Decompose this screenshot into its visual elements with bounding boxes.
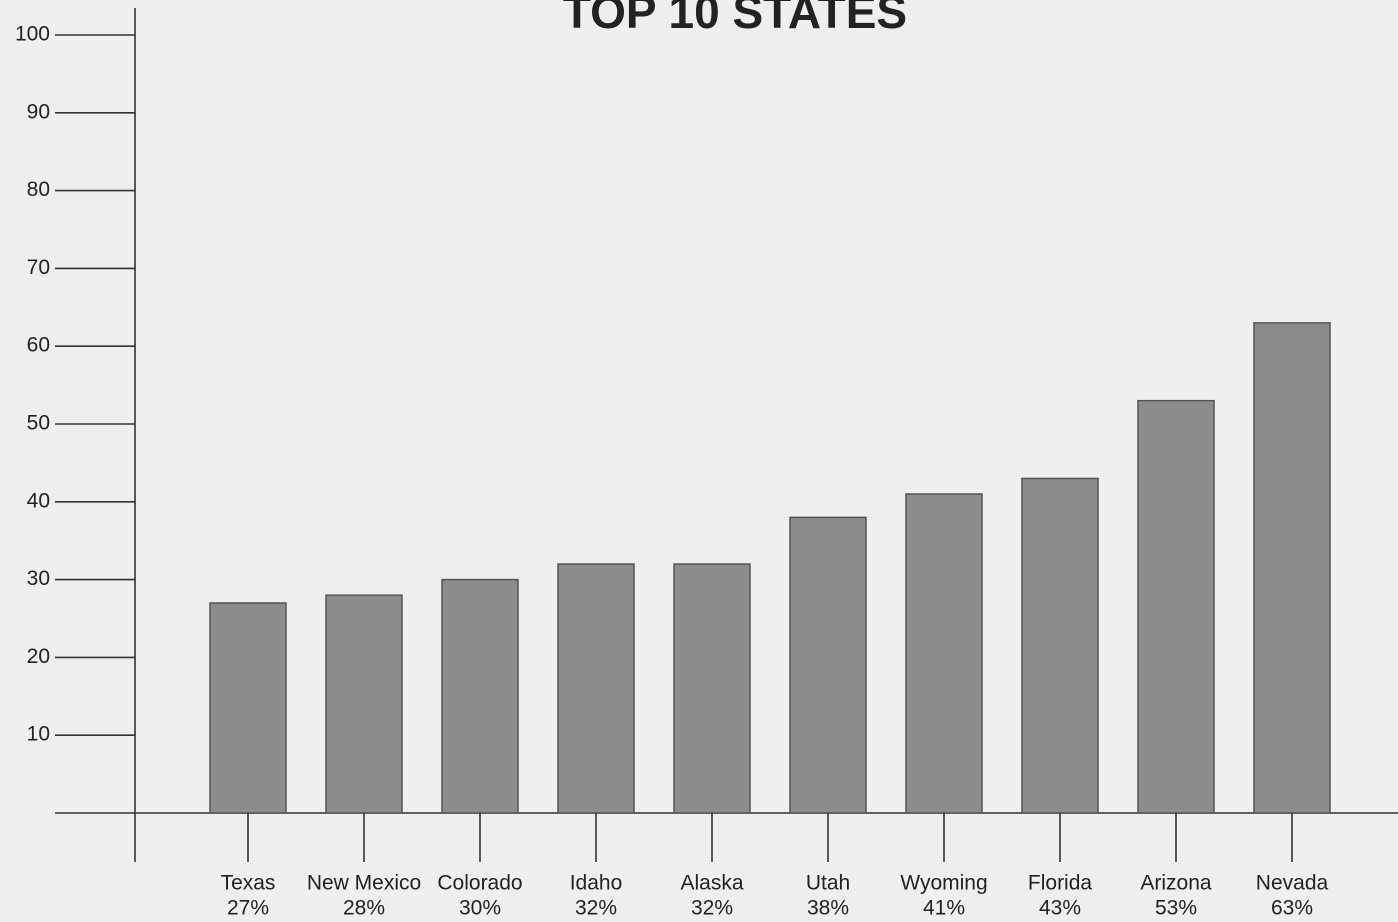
y-tick-label: 90 [27, 100, 50, 123]
value-label: 43% [1039, 897, 1081, 920]
x-tick-label: Wyoming [900, 872, 987, 895]
x-tick-label: Nevada [1256, 872, 1329, 895]
x-tick-label: Colorado [437, 872, 522, 895]
bar [1253, 322, 1331, 814]
bar [789, 516, 867, 814]
y-tick-label: 20 [27, 645, 50, 668]
value-label: 63% [1271, 897, 1313, 920]
y-tick-label: 40 [27, 489, 50, 512]
value-label: 32% [575, 897, 617, 920]
bar [1137, 399, 1215, 814]
value-label: 27% [227, 897, 269, 920]
y-tick-label: 100 [15, 23, 50, 46]
value-label: 30% [459, 897, 501, 920]
value-label: 53% [1155, 897, 1197, 920]
value-label: 38% [807, 897, 849, 920]
y-tick-label: 70 [27, 256, 50, 279]
x-tick-label: Arizona [1140, 872, 1212, 895]
bar [325, 594, 403, 814]
value-label: 32% [691, 897, 733, 920]
x-tick-label: Utah [806, 872, 850, 895]
x-tick-label: Alaska [680, 872, 743, 895]
bar [673, 563, 751, 814]
bar [209, 602, 287, 814]
y-tick-label: 60 [27, 334, 50, 357]
chart-title: TOP 10 STATES [563, 0, 907, 38]
value-label: 41% [923, 897, 965, 920]
y-tick-label: 50 [27, 412, 50, 435]
y-tick-label: 30 [27, 567, 50, 590]
x-tick-label: Florida [1028, 872, 1093, 895]
bar [441, 578, 519, 814]
x-tick-label: Texas [221, 872, 276, 895]
value-label: 28% [343, 897, 385, 920]
bar [905, 493, 983, 814]
x-tick-label: Idaho [570, 872, 623, 895]
y-tick-label: 80 [27, 178, 50, 201]
bar [1021, 477, 1099, 814]
y-tick-label: 10 [27, 723, 50, 746]
bar [557, 563, 635, 814]
x-tick-label: New Mexico [307, 872, 421, 895]
